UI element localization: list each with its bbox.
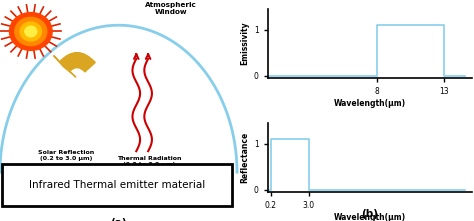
Y-axis label: Reflectance: Reflectance — [241, 132, 250, 183]
FancyBboxPatch shape — [2, 164, 232, 206]
Y-axis label: Emissivity: Emissivity — [241, 22, 250, 65]
Text: Atmospheric
Window: Atmospheric Window — [145, 2, 197, 15]
Text: Thermal Radiation
(0.2 to 3.0 μm): Thermal Radiation (0.2 to 3.0 μm) — [117, 156, 182, 167]
X-axis label: Wavelength(μm): Wavelength(μm) — [334, 99, 406, 108]
Text: (b): (b) — [361, 209, 378, 219]
Circle shape — [20, 22, 42, 41]
Text: Infrared Thermal emitter material: Infrared Thermal emitter material — [29, 180, 205, 190]
X-axis label: Wavelength(μm): Wavelength(μm) — [334, 213, 406, 221]
Circle shape — [15, 17, 47, 46]
Circle shape — [25, 26, 37, 37]
Text: Solar Reflection
(0.2 to 3.0 μm): Solar Reflection (0.2 to 3.0 μm) — [38, 150, 94, 161]
Text: (a): (a) — [110, 218, 127, 221]
Circle shape — [9, 13, 52, 50]
